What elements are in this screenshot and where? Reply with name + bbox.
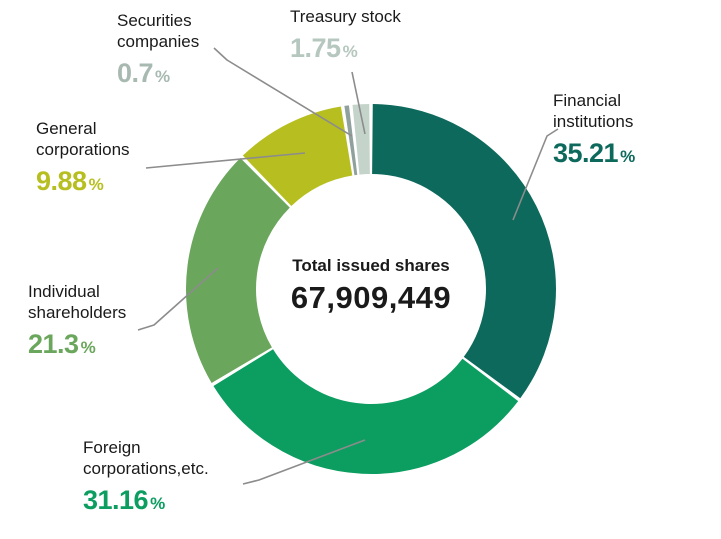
percent-sign: %: [342, 42, 358, 61]
percent-sign: %: [155, 67, 170, 86]
donut-center-text: Total issued shares 67,909,449: [251, 256, 491, 316]
segment-label-securities-companies: Securities companies: [117, 11, 200, 51]
donut-segment-general-corporations: [242, 106, 354, 207]
leader-line-individual-shareholders: [137, 267, 219, 331]
donut-segment-treasury-stock: [352, 104, 371, 175]
leader-line-foreign-corporations: [242, 439, 366, 485]
callout-individual-shareholders: Individual shareholders 21.3%: [28, 281, 126, 361]
callout-treasury-stock: Treasury stock 1.75%: [290, 6, 401, 65]
leader-lines: [137, 47, 559, 485]
donut-segment-financial-institutions: [371, 104, 556, 399]
segment-label-foreign-corporations: Foreign corporations,etc.: [83, 438, 209, 478]
callout-financial-institutions: Financial institutions 35.21%: [553, 90, 635, 170]
segment-pct-foreign-corporations: 31.16%: [83, 485, 165, 515]
segment-label-financial-institutions: Financial institutions: [553, 91, 634, 131]
segment-pct-treasury-stock: 1.75%: [290, 33, 358, 63]
segment-pct-securities-companies: 0.7%: [117, 58, 170, 88]
donut-segment-individual-shareholders: [186, 158, 291, 383]
donut-segment-foreign-corporations-etc: [213, 348, 519, 474]
segment-label-general-corporations: General corporations: [36, 119, 130, 159]
percent-sign: %: [150, 494, 165, 513]
callout-securities-companies: Securities companies 0.7%: [117, 10, 199, 90]
percent-sign: %: [80, 338, 96, 357]
leader-line-general-corporations: [145, 152, 306, 169]
leader-line-treasury-stock: [351, 71, 366, 135]
percent-sign: %: [620, 147, 635, 166]
segment-label-treasury-stock: Treasury stock: [290, 7, 401, 26]
segment-pct-financial-institutions: 35.21%: [553, 138, 635, 168]
callout-foreign-corporations: Foreign corporations,etc. 31.16%: [83, 437, 209, 517]
total-issued-shares-label: Total issued shares: [292, 256, 450, 275]
total-issued-shares-value: 67,909,449: [290, 280, 452, 315]
leader-line-securities-companies: [213, 47, 353, 137]
segment-label-individual-shareholders: Individual shareholders: [28, 282, 127, 322]
donut-segments: [186, 104, 556, 474]
segment-pct-individual-shareholders: 21.3%: [28, 329, 96, 359]
segment-pct-general-corporations: 9.88%: [36, 166, 104, 196]
percent-sign: %: [88, 175, 104, 194]
leader-line-financial-institutions: [512, 128, 559, 221]
callout-general-corporations: General corporations 9.88%: [36, 118, 130, 198]
